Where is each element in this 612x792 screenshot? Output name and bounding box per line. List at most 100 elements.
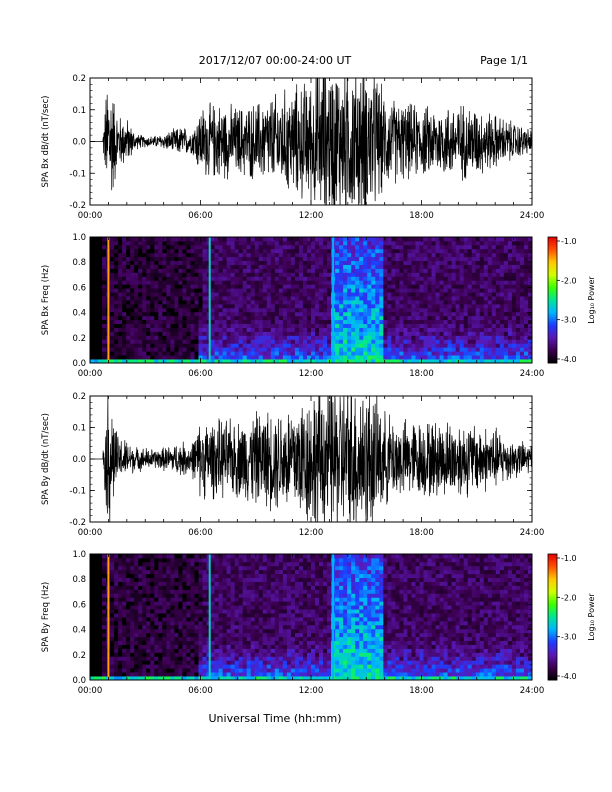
spectrogram-cell: [447, 311, 453, 317]
spectrogram-cell: [210, 300, 215, 305]
spectrogram-cell: [419, 331, 424, 336]
spectrogram-cell: [170, 272, 175, 277]
spectrogram-cell: [379, 272, 384, 277]
spectrogram-cell: [210, 664, 215, 669]
spectrogram-cell: [138, 240, 143, 246]
spectrogram-cell: [210, 296, 215, 301]
spectrogram-cell: [282, 303, 288, 309]
spectrogram-cell: [130, 676, 135, 681]
spectrogram-cell: [158, 573, 163, 579]
spectrogram-cell: [483, 323, 489, 328]
spectrogram-cell: [130, 585, 135, 590]
spectrogram-cell: [415, 240, 420, 246]
spectrogram-cell: [230, 303, 236, 309]
spectrogram-cell: [459, 260, 465, 265]
spectrogram-cell: [102, 252, 107, 258]
spectrogram-cell: [154, 256, 159, 262]
spectrogram-cell: [371, 292, 376, 297]
spectrogram-cell: [170, 296, 175, 301]
spectrogram-cell: [387, 307, 392, 313]
spectrogram-cell: [431, 331, 436, 336]
spectrogram-cell: [98, 276, 103, 281]
spectrogram-cell: [298, 343, 304, 348]
spectrogram-cell: [387, 237, 392, 242]
spectrogram-cell: [126, 597, 131, 602]
spectrogram-cell: [178, 581, 183, 586]
spectrogram-cell: [146, 565, 151, 571]
spectrogram-cell: [114, 597, 119, 602]
spectrogram-cell: [170, 569, 175, 575]
spectrogram-cell: [230, 276, 236, 281]
spectrogram-cell: [355, 248, 360, 254]
spectrogram-cell: [527, 351, 533, 356]
spectrogram-cell: [138, 609, 143, 614]
spectrogram-cell: [154, 589, 159, 594]
spectrogram-cell: [395, 284, 400, 289]
spectrogram-cell: [178, 272, 183, 277]
spectrogram-cell: [258, 359, 264, 364]
spectrogram-cell: [146, 628, 151, 634]
spectrogram-cell: [282, 331, 288, 336]
spectrogram-cell: [202, 315, 207, 321]
spectrogram-cell: [447, 248, 453, 254]
spectrogram-cell: [198, 355, 203, 360]
spectrogram-cell: [278, 311, 284, 317]
spectrogram-cell: [423, 244, 428, 250]
spectrogram-cell: [383, 323, 388, 328]
spectrogram-cell: [170, 624, 175, 630]
spectrogram-cell: [407, 292, 412, 297]
spectrogram-cell: [435, 319, 440, 325]
spectrogram-cell: [327, 323, 332, 328]
spectrogram-cell: [471, 327, 477, 332]
spectrogram-cell: [363, 319, 368, 325]
spectrogram-cell: [178, 605, 183, 610]
spectrogram-cell: [298, 331, 304, 336]
spectrogram-cell: [194, 554, 199, 559]
spectrogram-cell: [439, 355, 444, 360]
spectrogram-cell: [495, 296, 501, 301]
spectrogram-cell: [158, 292, 163, 297]
spectrogram-cell: [487, 347, 493, 352]
spectrogram-cell: [246, 303, 252, 309]
spectrogram-cell: [194, 319, 199, 325]
spectrogram-cell: [467, 268, 473, 273]
spectrogram-cell: [419, 311, 424, 317]
spectrogram-cell: [483, 296, 489, 301]
spectrogram-cell: [347, 323, 352, 328]
spectrogram-cell: [479, 303, 485, 309]
spectrogram-cell: [194, 296, 199, 301]
spectrogram-cell: [527, 323, 533, 328]
spectrogram-cell: [451, 343, 457, 348]
spectrogram-cell: [302, 280, 308, 285]
spectrogram-cell: [170, 300, 175, 305]
spectrogram-cell: [218, 252, 223, 258]
spectrogram-cell: [190, 288, 195, 293]
spectrogram-cell: [222, 292, 228, 297]
spectrogram-cell: [162, 276, 167, 281]
spectrogram-cell: [467, 296, 473, 301]
spectrogram-cell: [515, 264, 521, 269]
spectrogram-cell: [371, 240, 376, 246]
y-tick-label: 0.2: [72, 392, 86, 402]
spectrogram-cell: [114, 561, 119, 567]
spectrogram-cell: [383, 303, 388, 309]
spectrogram-cell: [142, 252, 147, 258]
spectrogram-cell: [290, 351, 296, 356]
spectrogram-cell: [102, 248, 107, 254]
spectrogram-cell: [122, 565, 127, 571]
spectrogram-cell: [335, 276, 340, 281]
spectrogram-cell: [134, 315, 139, 321]
spectrogram-cell: [166, 668, 171, 673]
spectrogram-cell: [146, 315, 151, 321]
spectrogram-cell: [154, 315, 159, 321]
spectrogram-cell: [202, 617, 207, 622]
spectrogram-cell: [118, 351, 123, 356]
spectrogram-cell: [507, 319, 513, 325]
spectrogram-cell: [507, 288, 513, 293]
spectrogram-cell: [435, 296, 440, 301]
spectrogram-cell: [90, 593, 95, 598]
spectrogram-cell: [198, 617, 203, 622]
spectrogram-cell: [447, 284, 453, 289]
spectrogram-cell: [230, 300, 236, 305]
spectrogram-cell: [451, 327, 457, 332]
